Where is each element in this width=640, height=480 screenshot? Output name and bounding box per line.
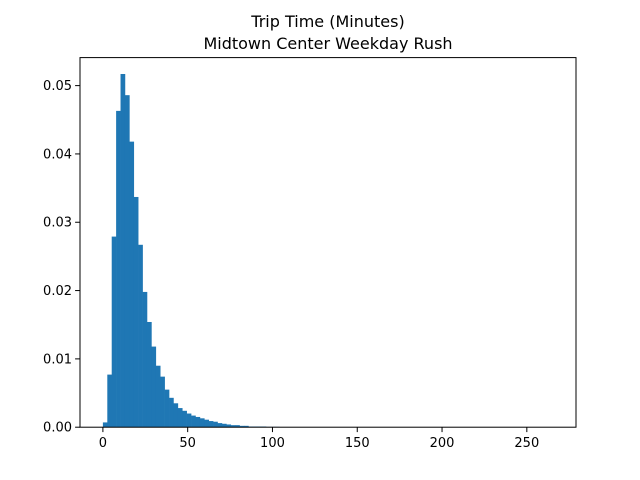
histogram-bar (151, 346, 157, 428)
histogram-bar (120, 74, 126, 428)
histogram-bar (182, 410, 187, 428)
histogram-bar (111, 236, 117, 428)
histogram-bar (138, 244, 143, 428)
histogram-bar (102, 422, 108, 428)
y-tick-label: 0.01 (43, 352, 72, 367)
histogram-bar (217, 423, 223, 428)
histogram-bar (226, 424, 232, 428)
histogram-bar (116, 110, 121, 428)
histogram-bar (235, 425, 240, 428)
histogram-bar (133, 196, 139, 428)
histogram-bar (160, 376, 165, 428)
histogram-bar (221, 423, 227, 428)
histogram-bars (102, 74, 553, 428)
y-axis-ticks: 0.00 0.01 0.02 0.03 0.04 0.05 (43, 79, 80, 436)
histogram-bar (199, 418, 205, 428)
x-tick-label: 0 (99, 436, 107, 451)
x-tick-label: 150 (345, 436, 370, 451)
y-tick-label: 0.04 (43, 147, 72, 162)
histogram-bar (164, 389, 170, 428)
histogram-bar (142, 291, 148, 428)
chart-subtitle: Midtown Center Weekday Rush (203, 34, 452, 53)
histogram-bar (173, 403, 179, 428)
plot-area-frame (79, 57, 577, 428)
chart-title: Trip Time (Minutes) (250, 12, 404, 31)
histogram-bar (155, 365, 161, 428)
histogram-bar (208, 421, 214, 428)
y-tick-label: 0.02 (43, 284, 72, 299)
histogram-bar (243, 425, 249, 428)
histogram-bar (191, 415, 196, 428)
x-axis-ticks: 0 50 100 150 200 250 (99, 427, 539, 451)
histogram-bar (204, 419, 210, 428)
x-tick-label: 250 (514, 436, 539, 451)
x-tick-label: 100 (260, 436, 285, 451)
histogram-bar (230, 425, 236, 428)
histogram-bar (186, 413, 192, 428)
histogram-bar (239, 425, 245, 428)
histogram-bar (107, 374, 113, 428)
histogram-bar (124, 95, 130, 428)
histogram-bar (177, 408, 183, 428)
histogram-bar (169, 397, 174, 428)
y-tick-label: 0.03 (43, 216, 72, 231)
histogram-bar (195, 416, 201, 428)
y-tick-label: 0.05 (43, 79, 72, 94)
histogram-bar (129, 141, 135, 428)
histogram-bar (146, 321, 152, 428)
x-tick-label: 50 (179, 436, 196, 451)
histogram-bar (213, 421, 218, 428)
x-tick-label: 200 (430, 436, 455, 451)
y-tick-label: 0.00 (43, 421, 72, 436)
